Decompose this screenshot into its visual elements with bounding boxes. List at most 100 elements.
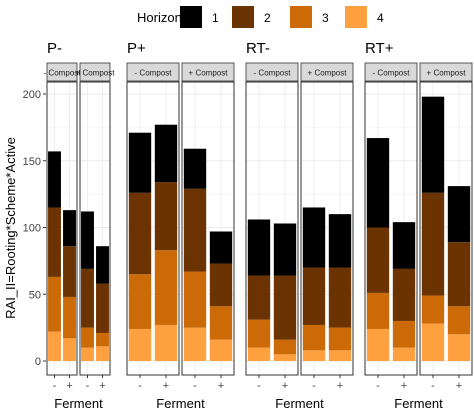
bar-segment-horizon-3 [96, 332, 109, 347]
strip-label: + Compost [308, 69, 348, 78]
strip-label: + Compost [427, 69, 467, 78]
bar-segment-horizon-1 [48, 151, 61, 208]
x-tick-label: + [218, 380, 224, 392]
strip-label: + Compost [76, 69, 116, 78]
strip-background [46, 62, 78, 82]
bar-segment-horizon-2 [154, 182, 178, 251]
bar-segment-horizon-4 [273, 354, 297, 361]
facet-panel: - Compost- + [44, 62, 81, 392]
bar-segment-horizon-3 [273, 339, 297, 355]
bar-segment-horizon-3 [247, 319, 271, 348]
x-tick-label: - [376, 380, 380, 392]
panel-border [300, 81, 354, 376]
bar-segment-horizon-3 [128, 274, 152, 329]
bar-segment-horizon-1 [392, 222, 416, 269]
panel-border [419, 81, 473, 376]
bar-segment-horizon-1 [96, 246, 109, 284]
panel-border [364, 81, 418, 376]
bar-segment-horizon-4 [247, 347, 271, 361]
bar-segment-horizon-1 [421, 96, 445, 193]
bar-segment-horizon-4 [447, 334, 471, 361]
bar-segment-horizon-2 [247, 275, 271, 320]
bar-segment-horizon-2 [96, 283, 109, 333]
bar-segment-horizon-2 [392, 268, 416, 321]
strip-background [181, 62, 235, 82]
x-tick-label: - [193, 380, 197, 392]
bar-segment-horizon-3 [48, 276, 61, 332]
bar-segment-horizon-3 [183, 271, 207, 328]
bar-segment-horizon-2 [48, 207, 61, 277]
bar-segment-horizon-1 [183, 148, 207, 189]
strip-background [300, 62, 354, 82]
x-tick-label: + [282, 380, 288, 392]
bar-segment-horizon-1 [128, 132, 152, 193]
group-title: RT+ [365, 40, 394, 57]
x-tick-label: + [99, 380, 105, 392]
bar-segment-horizon-4 [128, 328, 152, 361]
panel-border [126, 81, 180, 376]
x-tick-label: + [66, 380, 72, 392]
panel-border [181, 81, 235, 376]
bar-segment-horizon-2 [421, 192, 445, 296]
bar-segment-horizon-2 [328, 267, 352, 328]
bar-segment-horizon-2 [81, 268, 94, 328]
bar-segment-horizon-4 [81, 347, 94, 361]
facet-group: RT+ - Compost - + + Compost - + Ferment [364, 40, 473, 411]
bar-segment-horizon-2 [447, 242, 471, 307]
facet-group: P-- Compost- ++ Compost- +Ferment [44, 40, 116, 411]
legend-title: Horizon [137, 10, 182, 25]
bar-segment-horizon-4 [96, 346, 109, 361]
strip-background [245, 62, 299, 82]
facet-panel: - Compost- + [364, 62, 418, 392]
facet-group: RT- - Compost - + + Compost - + Ferment [245, 40, 354, 411]
bar-segment-horizon-4 [63, 338, 76, 361]
bar-segment-horizon-1 [247, 219, 271, 276]
bar-segment-horizon-2 [209, 263, 233, 307]
bar-segment-horizon-1 [366, 138, 390, 228]
bar-segment-horizon-4 [48, 331, 61, 361]
bar-segment-horizon-2 [183, 188, 207, 272]
bar-segment-horizon-2 [128, 192, 152, 275]
bar-segment-horizon-3 [328, 327, 352, 351]
x-tick-label: + [337, 380, 343, 392]
x-tick-label: - [53, 380, 57, 392]
y-tick-label: 150 [23, 156, 41, 168]
bar-segment-horizon-3 [421, 295, 445, 324]
legend-swatch [232, 6, 254, 28]
panel-border [245, 81, 299, 376]
bar-segment-horizon-3 [392, 320, 416, 348]
bar-segment-horizon-3 [366, 292, 390, 329]
bar-segment-horizon-1 [209, 231, 233, 264]
bar-segment-horizon-4 [302, 350, 326, 361]
y-tick-label: 100 [23, 223, 41, 235]
bar-segment-horizon-3 [302, 324, 326, 351]
bar-segment-horizon-2 [63, 246, 76, 297]
strip-background [79, 62, 111, 82]
bar-segment-horizon-4 [366, 328, 390, 361]
strip-background [126, 62, 180, 82]
x-axis-label: Ferment [275, 396, 324, 411]
bar-segment-horizon-2 [273, 275, 297, 340]
bar-segment-horizon-4 [328, 350, 352, 361]
legend-label: 1 [212, 11, 219, 25]
group-title: P+ [127, 40, 146, 57]
y-tick-label: 200 [23, 89, 41, 101]
bar-segment-horizon-4 [183, 327, 207, 361]
legend-swatch [290, 6, 312, 28]
x-tick-label: - [431, 380, 435, 392]
x-axis-label: Ferment [394, 396, 443, 411]
legend-swatch [180, 6, 202, 28]
x-tick-label: + [456, 380, 462, 392]
facet-group: P+ - Compost - + + Compost - + Ferment [126, 40, 235, 411]
facet-panel: + Compost - + [300, 62, 354, 392]
x-tick-label: + [401, 380, 407, 392]
group-title: RT- [246, 40, 270, 57]
bar-segment-horizon-1 [447, 186, 471, 243]
y-tick-label: 0 [35, 356, 41, 368]
legend-entries: 1 2 3 4 [180, 6, 384, 28]
legend-swatch [345, 6, 367, 28]
bar-segment-horizon-3 [447, 306, 471, 335]
legend-label: 4 [377, 11, 384, 25]
